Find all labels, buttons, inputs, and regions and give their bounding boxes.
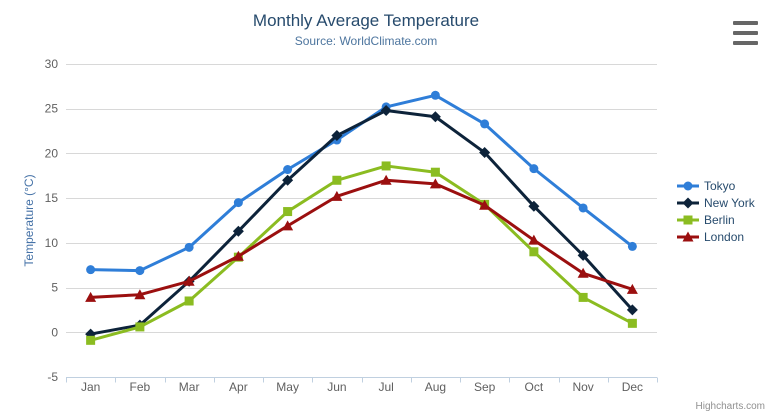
legend: Tokyo New York Berlin London bbox=[677, 177, 755, 245]
legend-label: Berlin bbox=[704, 212, 735, 227]
legend-label: London bbox=[704, 229, 745, 244]
data-point-new-york-apr[interactable] bbox=[232, 225, 244, 237]
circle-icon bbox=[683, 181, 693, 190]
legend-item-london[interactable]: London bbox=[677, 228, 755, 245]
data-point-berlin-jan[interactable] bbox=[86, 335, 96, 345]
data-point-london-nov[interactable] bbox=[577, 267, 589, 278]
legend-marker-diamond bbox=[677, 197, 699, 208]
data-point-new-york-oct[interactable] bbox=[528, 200, 540, 212]
x-axis-label-jul: Jul bbox=[378, 380, 393, 394]
legend-label: Tokyo bbox=[704, 178, 736, 193]
data-point-london-may[interactable] bbox=[282, 220, 294, 231]
data-point-tokyo-apr[interactable] bbox=[233, 198, 243, 208]
hamburger-bar bbox=[733, 31, 758, 35]
data-point-berlin-may[interactable] bbox=[283, 207, 293, 217]
y-axis-label-25: 25 bbox=[45, 102, 59, 116]
data-point-tokyo-oct[interactable] bbox=[529, 164, 539, 174]
data-point-london-jul[interactable] bbox=[380, 174, 392, 185]
y-axis-label-0: 0 bbox=[51, 325, 58, 339]
data-point-tokyo-feb[interactable] bbox=[135, 266, 145, 276]
data-point-london-mar[interactable] bbox=[183, 275, 195, 286]
series-line-new-york bbox=[89, 109, 634, 336]
data-point-berlin-dec[interactable] bbox=[627, 318, 637, 328]
data-point-new-york-dec[interactable] bbox=[626, 304, 638, 316]
data-point-new-york-jun[interactable] bbox=[331, 130, 343, 142]
x-axis-label-feb: Feb bbox=[130, 380, 151, 394]
data-point-london-apr[interactable] bbox=[232, 250, 244, 261]
legend-marker-square bbox=[677, 215, 699, 224]
y-axis-title: Temperature (°C) bbox=[22, 174, 36, 266]
data-point-tokyo-may[interactable] bbox=[283, 165, 293, 175]
data-point-berlin-jul[interactable] bbox=[381, 161, 391, 171]
y-axis-label--5: -5 bbox=[47, 370, 58, 384]
data-point-london-jan[interactable] bbox=[85, 291, 97, 302]
hamburger-menu-icon bbox=[733, 21, 758, 45]
data-point-berlin-feb[interactable] bbox=[135, 322, 145, 332]
data-point-berlin-aug[interactable] bbox=[430, 167, 440, 177]
triangle-icon bbox=[682, 231, 694, 241]
credits-link[interactable]: Highcharts.com bbox=[695, 401, 765, 412]
series-line-berlin bbox=[89, 164, 634, 342]
legend-label: New York bbox=[704, 195, 755, 210]
x-axis-label-nov: Nov bbox=[572, 380, 593, 394]
square-icon bbox=[683, 215, 693, 224]
y-axis-label-5: 5 bbox=[51, 281, 58, 295]
data-point-new-york-sep[interactable] bbox=[479, 147, 491, 159]
legend-item-new-york[interactable]: New York bbox=[677, 194, 755, 211]
data-point-berlin-nov[interactable] bbox=[578, 292, 588, 302]
data-point-tokyo-mar[interactable] bbox=[184, 242, 194, 252]
x-axis-label-jan: Jan bbox=[81, 380, 100, 394]
data-point-london-oct[interactable] bbox=[528, 234, 540, 245]
x-axis-label-dec: Dec bbox=[622, 380, 643, 394]
data-point-london-aug[interactable] bbox=[429, 178, 441, 189]
data-point-new-york-aug[interactable] bbox=[429, 111, 441, 123]
x-axis-label-may: May bbox=[276, 380, 299, 394]
data-point-berlin-mar[interactable] bbox=[184, 296, 194, 306]
data-point-berlin-jun[interactable] bbox=[332, 175, 342, 185]
data-point-london-feb[interactable] bbox=[134, 289, 146, 300]
x-axis-label-aug: Aug bbox=[425, 380, 446, 394]
legend-marker-triangle bbox=[677, 231, 699, 241]
data-point-new-york-may[interactable] bbox=[282, 174, 294, 186]
data-point-tokyo-nov[interactable] bbox=[578, 203, 588, 213]
series-line-london bbox=[89, 178, 634, 299]
export-menu-button[interactable] bbox=[733, 21, 758, 45]
data-point-london-dec[interactable] bbox=[626, 283, 638, 294]
legend-item-berlin[interactable]: Berlin bbox=[677, 211, 755, 228]
hamburger-bar bbox=[733, 41, 758, 45]
x-axis-label-jun: Jun bbox=[327, 380, 346, 394]
data-point-new-york-nov[interactable] bbox=[577, 249, 589, 261]
diamond-icon bbox=[682, 197, 694, 208]
y-axis-label-10: 10 bbox=[45, 236, 59, 250]
data-point-tokyo-sep[interactable] bbox=[480, 119, 490, 129]
x-axis-label-apr: Apr bbox=[229, 380, 248, 394]
data-point-berlin-oct[interactable] bbox=[529, 247, 539, 257]
legend-marker-circle bbox=[677, 181, 699, 190]
y-axis-label-30: 30 bbox=[45, 57, 59, 71]
data-point-tokyo-dec[interactable] bbox=[627, 241, 637, 251]
legend-item-tokyo[interactable]: Tokyo bbox=[677, 177, 755, 194]
x-axis-label-oct: Oct bbox=[525, 380, 544, 394]
hamburger-bar bbox=[733, 21, 758, 25]
chart-title: Monthly Average Temperature bbox=[252, 11, 480, 30]
x-axis-label-sep: Sep bbox=[474, 380, 496, 394]
chart-subtitle: Source: WorldClimate.com bbox=[294, 34, 438, 48]
x-axis-label-mar: Mar bbox=[179, 380, 200, 394]
data-point-london-jun[interactable] bbox=[331, 190, 343, 201]
data-point-tokyo-jan[interactable] bbox=[86, 265, 96, 275]
y-axis-label-15: 15 bbox=[45, 191, 59, 205]
data-point-london-sep[interactable] bbox=[479, 199, 491, 210]
data-point-tokyo-aug[interactable] bbox=[430, 90, 440, 100]
data-point-new-york-jul[interactable] bbox=[380, 105, 392, 117]
y-axis-label-20: 20 bbox=[45, 146, 59, 160]
